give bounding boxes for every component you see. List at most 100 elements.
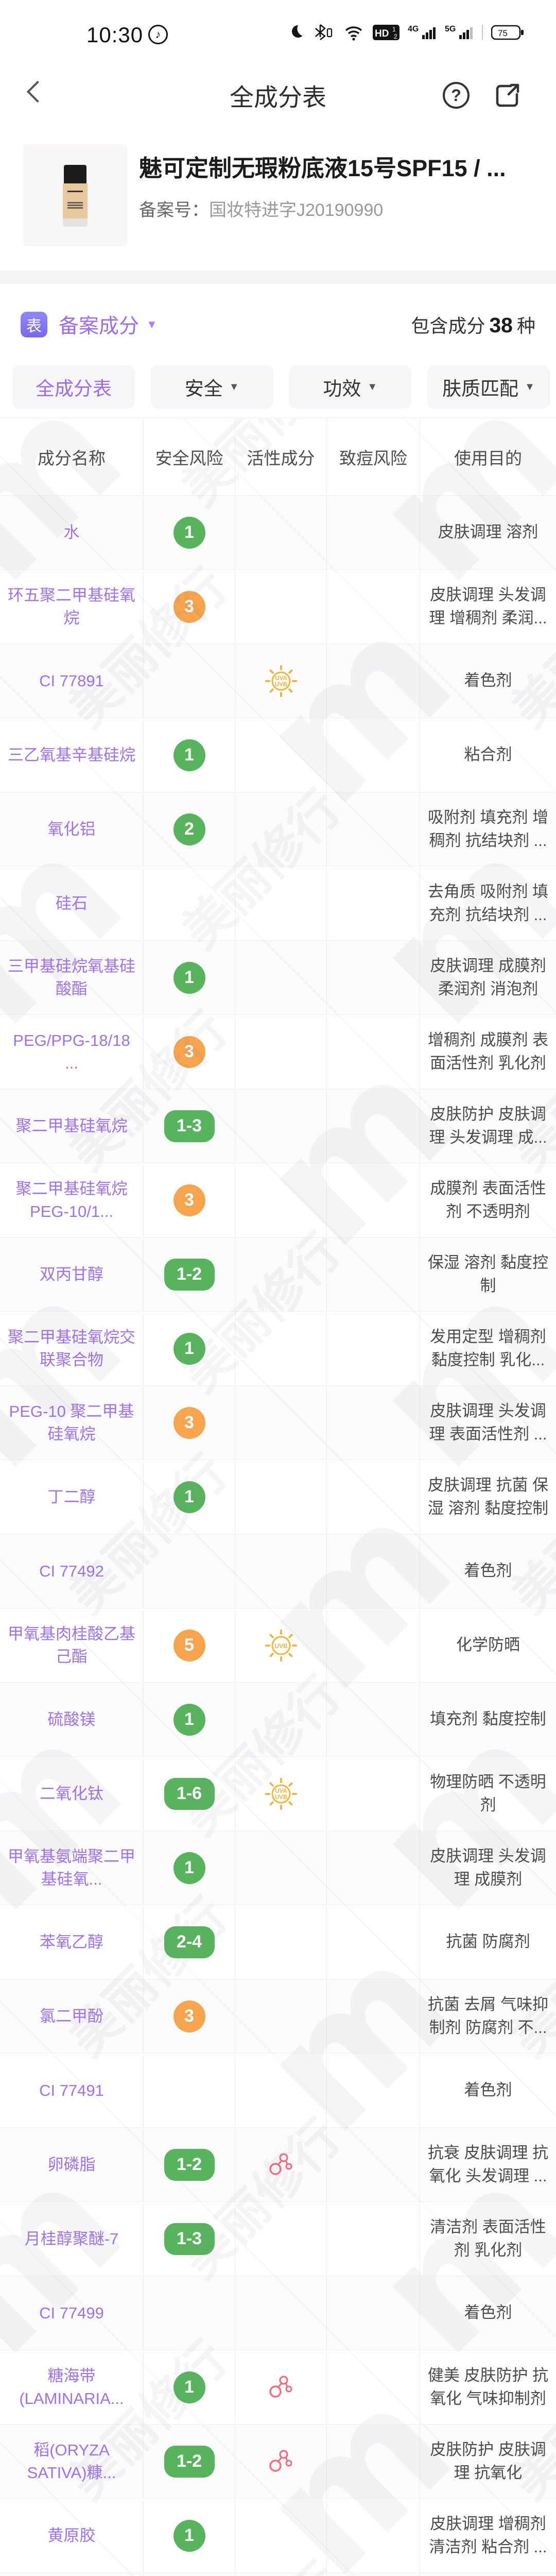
active-ingredient-cell	[235, 1979, 327, 2053]
bottle-cap	[64, 165, 86, 183]
filter-skin-match[interactable]: 肤质匹配 ▼	[427, 365, 550, 409]
acne-risk-cell	[327, 2350, 420, 2424]
chevron-down-icon[interactable]: ▼	[146, 318, 158, 331]
ingredient-name-link[interactable]: PEG-10 聚二甲基硅氧烷	[9, 1402, 134, 1443]
ingredient-name-link[interactable]: 苯氧乙醇	[40, 1933, 103, 1951]
svg-text:UVB: UVB	[274, 1642, 288, 1650]
ingredient-row: 丁二醇 1 皮肤调理 抗菌 保湿 溶剂 黏度控制	[0, 1460, 556, 1534]
active-ingredient-cell	[235, 570, 327, 643]
safety-risk-cell: 3	[144, 1979, 235, 2053]
ingredient-name-link[interactable]: 二氧化钛	[40, 1784, 103, 1803]
molecule-active-icon	[269, 2375, 292, 2398]
active-ingredient-cell	[235, 2054, 327, 2127]
usage-purpose: 皮肤调理 头发调理 增稠剂 柔润...	[429, 585, 547, 627]
ingredient-name-link[interactable]: 硅石	[56, 894, 88, 912]
acne-risk-cell	[327, 1608, 420, 1682]
safety-risk-cell	[144, 2054, 235, 2127]
safety-risk-badge: 1	[173, 1481, 205, 1513]
ingredient-name-link[interactable]: 丁二醇	[47, 1487, 96, 1506]
ingredient-name-link[interactable]: 聚二甲基硅氧烷 PEG-10/1...	[15, 1180, 128, 1221]
usage-purpose: 吸附剂 填充剂 增稠剂 抗结块剂 ...	[427, 808, 549, 850]
ingredient-name-link[interactable]: CI 77891	[39, 671, 104, 690]
ingredient-row: 硅石 去角质 吸附剂 填充剂 抗结块剂 ...	[0, 867, 556, 941]
ingredient-row: 环五聚二甲基硅氧烷 3 皮肤调理 头发调理 增稠剂 柔润...	[0, 570, 556, 644]
filter-all-ingredients[interactable]: 全成分表	[12, 365, 135, 409]
ingredient-name-link[interactable]: 氯二甲酚	[40, 2007, 103, 2025]
usage-purpose: 着色剂	[464, 1562, 512, 1580]
ingredient-name-link[interactable]: 卵磷脂	[47, 2155, 96, 2174]
safety-risk-badge: 2-4	[164, 1926, 215, 1958]
acne-risk-cell	[327, 1238, 420, 1311]
back-icon[interactable]	[27, 80, 44, 111]
ingredient-name-link[interactable]: 甲氧基肉桂酸乙基己酯	[8, 1625, 135, 1666]
ingredient-name-link[interactable]: 双丙甘醇	[40, 1265, 103, 1283]
ingredient-name-link[interactable]: 聚二甲基硅氧烷	[15, 1116, 128, 1135]
safety-risk-cell: 1-2	[144, 2128, 235, 2201]
ingredient-row: 聚二甲基硅氧烷 PEG-10/1... 3 成膜剂 表面活性剂 不透明剂	[0, 1163, 556, 1238]
safety-risk-cell: 1	[144, 2573, 235, 2576]
active-ingredient-cell	[235, 1683, 327, 1756]
ingredient-row: 山梨坦倍半油酸酯1表面活性剂 乳化剂	[0, 2573, 556, 2576]
active-ingredient-cell	[235, 1312, 327, 1385]
filter-efficacy[interactable]: 功效 ▼	[289, 365, 412, 409]
status-bar: 10:30 ♪ HD 1 2 4G 5G 75	[0, 0, 556, 57]
active-ingredient-cell	[235, 2202, 327, 2276]
ingredient-name-link[interactable]: CI 77491	[39, 2081, 104, 2099]
usage-purpose: 皮肤调理 头发调理 成膜剂	[430, 1846, 546, 1888]
ingredient-name-link[interactable]: 甲氧基氨端聚二甲基硅氧...	[8, 1848, 135, 1888]
ingredient-name-link[interactable]: 聚二甲基硅氧烷交联聚合物	[8, 1328, 135, 1369]
bottle-base	[63, 218, 88, 227]
acne-risk-cell	[327, 1683, 420, 1756]
usage-purpose: 皮肤调理 抗菌 保湿 溶剂 黏度控制	[427, 1476, 549, 1517]
acne-risk-cell	[327, 2202, 420, 2276]
ingredient-name-link[interactable]: 月桂醇聚醚-7	[24, 2229, 119, 2248]
ingredient-name-link[interactable]: 三乙氧基辛基硅烷	[8, 745, 135, 764]
ingredient-name-link[interactable]: 环五聚二甲基硅氧烷	[8, 586, 135, 627]
ingredient-name-link[interactable]: 水	[63, 523, 80, 541]
ingredient-name-link[interactable]: 黄原胶	[47, 2526, 96, 2545]
acne-risk-cell	[327, 1979, 420, 2053]
filter-safety[interactable]: 安全 ▼	[150, 365, 273, 409]
ingredient-name-link[interactable]: 三甲基硅烷氧基硅酸酯	[8, 957, 135, 998]
share-icon[interactable]	[493, 81, 522, 110]
ingredient-row: CI 77499 着色剂	[0, 2276, 556, 2350]
usage-purpose: 物理防晒 不透明剂	[430, 1772, 546, 1814]
safety-risk-cell: 3	[144, 1386, 235, 1460]
section-divider	[0, 270, 556, 284]
ingredient-name-link[interactable]: 氧化铝	[47, 820, 96, 838]
ingredient-name-link[interactable]: 硫酸镁	[47, 1710, 96, 1728]
product-image[interactable]	[23, 144, 127, 246]
usage-purpose: 皮肤防护 皮肤调理 抗氧化	[430, 2440, 546, 2482]
active-ingredient-cell	[235, 1534, 327, 1608]
help-icon[interactable]: ?	[443, 82, 470, 109]
safety-risk-cell: 2	[144, 792, 235, 866]
ingredient-name-link[interactable]: CI 77492	[39, 1562, 104, 1580]
acne-risk-cell	[327, 1831, 420, 1905]
ingredient-name-link[interactable]: CI 77499	[39, 2303, 104, 2322]
active-ingredient-cell	[235, 1238, 327, 1311]
acne-risk-cell	[327, 2276, 420, 2350]
acne-risk-cell	[327, 1089, 420, 1163]
active-ingredient-cell	[235, 2425, 327, 2498]
usage-purpose: 着色剂	[464, 2081, 512, 2099]
safety-risk-cell: 1	[144, 941, 235, 1014]
safety-risk-badge: 1	[173, 1332, 205, 1365]
tab-registered-ingredients[interactable]: 备案成分	[59, 315, 140, 337]
svg-text:2: 2	[394, 33, 397, 40]
ingredient-name-link[interactable]: 稻(ORYZA SATIVA)糠...	[27, 2441, 116, 2482]
safety-risk-badge: 3	[173, 1184, 205, 1216]
safety-risk-cell: 5	[144, 1608, 235, 1682]
column-header: 致痘风险	[327, 418, 420, 495]
acne-risk-cell	[327, 1386, 420, 1460]
svg-text:4G: 4G	[408, 25, 419, 33]
ingredient-name-link[interactable]: 糖海带 (LAMINARIA...	[19, 2367, 124, 2408]
status-divider	[482, 25, 483, 40]
ingredient-row: 氯二甲酚 3 抗菌 去屑 气味抑制剂 防腐剂 不...	[0, 1979, 556, 2054]
usage-purpose: 着色剂	[464, 2303, 512, 2322]
ingredient-row: 甲氧基肉桂酸乙基己酯 5 UVB 化学防晒	[0, 1608, 556, 1683]
ingredient-name-link[interactable]: PEG/PPG-18/18 ...	[13, 1031, 130, 1072]
safety-risk-cell: 1	[144, 2499, 235, 2572]
safety-risk-badge: 1	[173, 516, 205, 549]
active-ingredient-cell	[235, 718, 327, 792]
